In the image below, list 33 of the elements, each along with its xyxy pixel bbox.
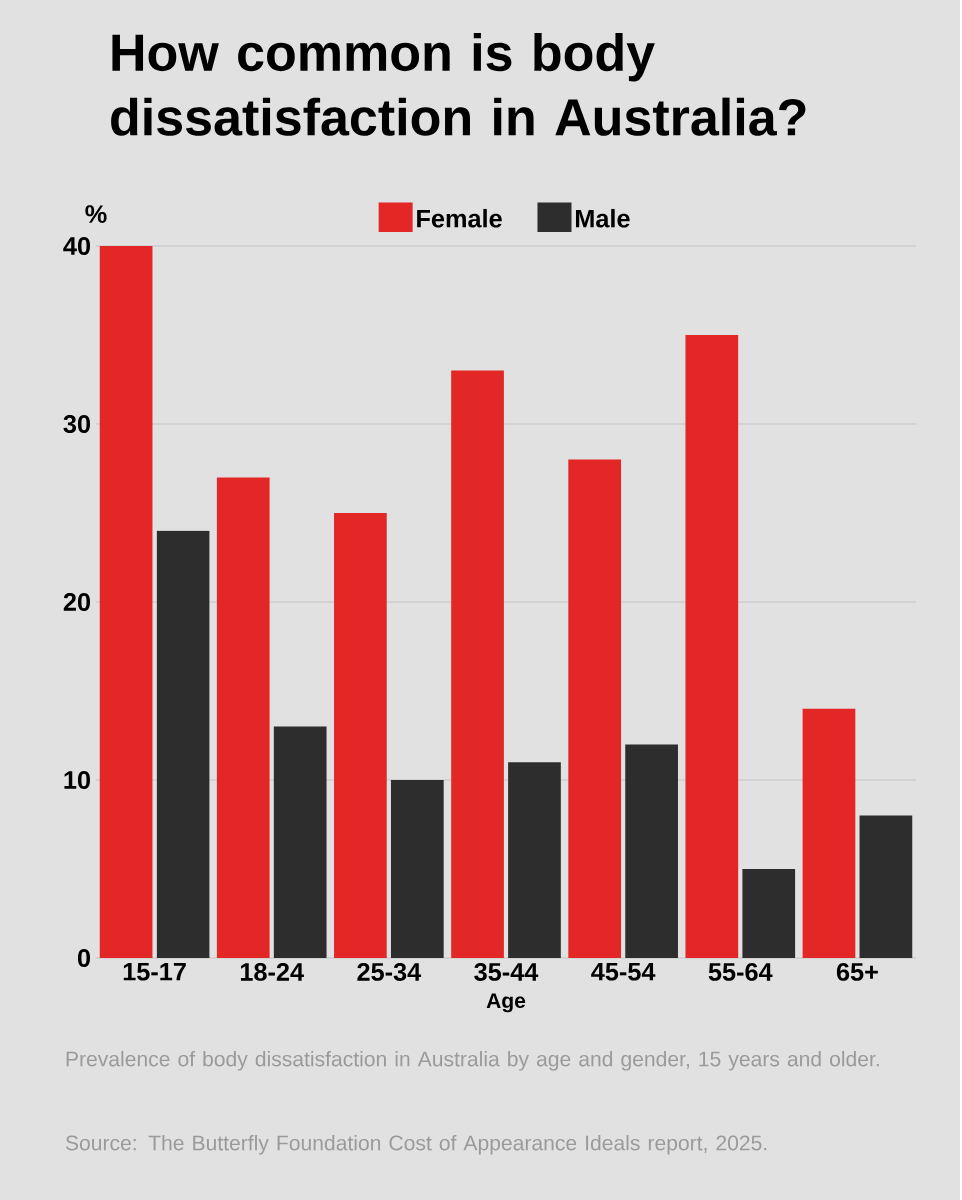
y-tick-label: 40 [63,237,91,255]
source-note: Source: The Butterfly Foundation Cost of Appearance Ideals report, 2025. [66,1134,767,1155]
y-tick-label: 0 [78,949,91,967]
chart-title: How common is body dissatisfaction in Australia? [111,32,806,136]
bar [802,708,856,958]
bar [156,530,210,958]
bar [859,815,913,958]
bar [451,370,505,958]
bar [625,744,679,958]
x-tick-label: 18-24 [241,962,305,981]
bar [99,245,153,958]
x-tick-label: 65+ [837,962,879,981]
bar [217,477,270,958]
y-tick-label: 20 [63,593,91,611]
bar [685,334,739,958]
y-tick-label: 10 [64,771,91,789]
x-tick-label: 55-64 [708,962,773,981]
legend-label: Female [417,208,502,228]
bar [391,779,444,958]
bar [274,726,327,958]
x-axis-title: Age [486,993,526,1013]
text: Prevalence of body dissatisfaction in Australia by age and gender, 15 years and older. [66,1050,879,1071]
bar [508,762,561,958]
x-tick-label: 35-44 [474,962,539,981]
bar [568,459,622,958]
x-tick-label: 15-17 [123,962,186,981]
y-tick-label: 30 [63,415,91,433]
x-tick-label: 25-34 [357,962,422,981]
x-tick-label: 45-54 [591,962,656,981]
bar [334,512,387,958]
legend-label: Male [576,208,630,228]
bar [742,868,796,958]
y-axis-title: % [85,205,107,224]
